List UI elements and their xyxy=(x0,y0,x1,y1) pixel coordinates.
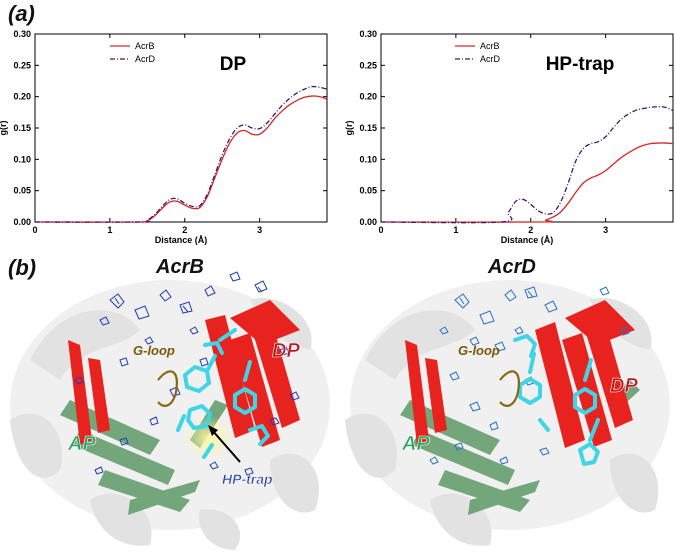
axis-ticks: 0 1 2 3 0.00 0.05 0.10 0.15 0.20 0.25 0.30 xyxy=(13,29,327,235)
x-tick-label: 2 xyxy=(182,225,187,235)
y-tick-label: 0.00 xyxy=(13,217,31,227)
legend-label-acrd: AcrD xyxy=(480,54,501,64)
series-line-acrd xyxy=(34,85,328,223)
y-tick-label: 0.05 xyxy=(359,186,377,196)
x-tick-label: 1 xyxy=(107,225,112,235)
legend-label-acrb: AcrB xyxy=(480,41,500,51)
chart-title: DP xyxy=(220,54,247,75)
y-tick-label: 0.15 xyxy=(359,123,377,133)
y-tick-label: 0.20 xyxy=(359,92,377,102)
axis-ticks: 0 1 2 3 0.00 0.05 0.10 0.15 0.20 0.25 0.30 xyxy=(359,29,673,235)
legend-label-acrd: AcrD xyxy=(135,54,156,64)
g-loop-arc xyxy=(157,370,178,407)
y-tick-label: 0.05 xyxy=(13,186,31,196)
g-loop-arc xyxy=(499,370,520,407)
series-layer xyxy=(380,106,674,224)
chart-title: HP-trap xyxy=(546,54,615,75)
x-tick-label: 1 xyxy=(453,225,458,235)
panel-label-b: (b) xyxy=(8,255,37,280)
x-tick-label: 3 xyxy=(603,225,608,235)
y-axis-label: g(r) xyxy=(344,121,354,136)
series-layer xyxy=(34,85,328,223)
structure-image-acrb: G-loop DP AP HP-trap xyxy=(10,271,330,550)
label-ap: AP xyxy=(401,433,430,455)
y-axis-label: g(r) xyxy=(0,121,8,136)
rdf-chart-hp-trap: 0 1 2 3 0.00 0.05 0.10 0.15 0.20 0.25 0.30 HP-trap… xyxy=(344,29,674,245)
series-line-acrb xyxy=(380,142,674,223)
panel-label-a: (a) xyxy=(8,1,35,26)
series-line-acrd xyxy=(380,106,674,224)
y-tick-label: 0.10 xyxy=(359,154,377,164)
legend-label-acrb: AcrB xyxy=(135,41,155,51)
y-tick-label: 0.25 xyxy=(13,60,31,70)
x-tick-label: 0 xyxy=(32,225,37,235)
label-g-loop: G-loop xyxy=(133,343,175,358)
hp-trap-arrow xyxy=(208,425,241,463)
x-tick-label: 3 xyxy=(257,225,262,235)
beta-sheet-green xyxy=(60,400,228,515)
y-tick-label: 0.30 xyxy=(359,29,377,39)
y-tick-label: 0.15 xyxy=(13,123,31,133)
y-tick-label: 0.10 xyxy=(13,154,31,164)
ligand-sticks xyxy=(176,328,270,459)
legend: AcrB AcrD xyxy=(110,41,156,64)
label-hp-trap: HP-trap xyxy=(222,471,273,487)
density-mesh xyxy=(74,271,300,476)
y-tick-label: 0.00 xyxy=(359,217,377,227)
structure-image-acrd: G-loop DP AP xyxy=(345,280,670,546)
structure-title-acrd: AcrD xyxy=(488,256,536,278)
plot-frame xyxy=(380,33,674,223)
x-tick-label: 2 xyxy=(528,225,533,235)
label-dp: DP xyxy=(610,375,638,397)
label-dp: DP xyxy=(272,340,300,362)
series-line-acrb xyxy=(34,95,328,223)
label-ap: AP xyxy=(67,433,96,455)
x-axis-label: Distance (Å) xyxy=(501,235,554,245)
y-tick-label: 0.30 xyxy=(13,29,31,39)
y-tick-label: 0.20 xyxy=(13,92,31,102)
structure-title-acrb: AcrB xyxy=(156,256,204,278)
legend: AcrB AcrD xyxy=(455,41,501,64)
ligand-sticks xyxy=(513,334,600,466)
beta-sheet-green xyxy=(400,380,640,515)
rdf-chart-dp: 0 1 2 3 0.00 0.05 0.10 0.15 0.20 0.25 0.30 DP Dist… xyxy=(0,29,328,245)
y-tick-label: 0.25 xyxy=(359,60,377,70)
x-tick-label: 0 xyxy=(378,225,383,235)
plot-frame xyxy=(34,33,328,223)
x-axis-label: Distance (Å) xyxy=(155,235,208,245)
label-g-loop: G-loop xyxy=(458,343,500,358)
